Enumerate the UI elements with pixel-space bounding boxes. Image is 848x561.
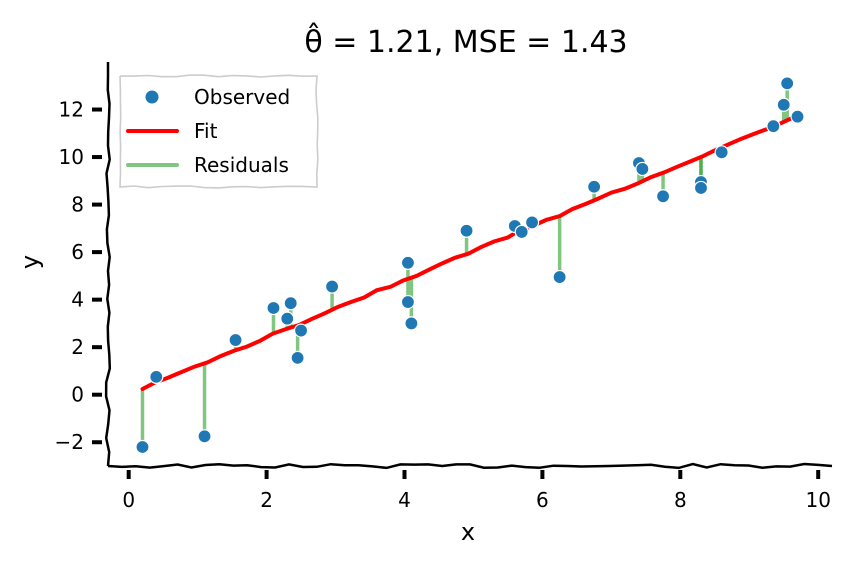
y-tick-label: 0 [71, 383, 84, 407]
observed-point [228, 332, 243, 348]
y-tick-label: 6 [71, 240, 84, 264]
legend-marker-observed [145, 90, 159, 104]
observed-point [280, 311, 295, 326]
x-axis-spine [107, 462, 833, 470]
y-tick-label: −2 [55, 430, 84, 454]
observed-point [283, 296, 298, 311]
x-tick-label: 8 [674, 488, 687, 512]
observed-point [552, 269, 567, 285]
observed-point [524, 215, 540, 230]
y-tick-label: 8 [71, 193, 84, 217]
legend-label: Observed [194, 85, 290, 109]
observed-point [135, 439, 150, 455]
fit-line-group [140, 115, 797, 391]
observed-point [766, 119, 781, 134]
y-tick-label: 4 [71, 288, 84, 312]
chart-title: θ̂ = 1.21, MSE = 1.43 [304, 22, 627, 60]
observed-point [324, 279, 340, 294]
observed-point [290, 350, 305, 365]
x-tick-label: 4 [398, 488, 411, 512]
x-tick-label: 6 [536, 488, 549, 512]
legend-label: Fit [194, 119, 218, 143]
x-tick-label: 0 [122, 488, 135, 512]
observed-point [293, 323, 309, 338]
observed-point [400, 294, 416, 310]
x-tick-label: 2 [260, 488, 273, 512]
observed-point [149, 369, 164, 384]
y-tick-label: 12 [59, 98, 84, 122]
legend-frame [119, 74, 319, 189]
legend: Observed Fit Residuals [119, 74, 319, 189]
observed-point [459, 223, 474, 238]
fit-line [140, 115, 797, 391]
y-axis-ticks: −2 0 2 4 6 8 10 12 [55, 98, 102, 454]
observed-point [780, 76, 795, 91]
observed-point [790, 109, 805, 124]
legend-label: Residuals [194, 153, 289, 177]
observed-point [400, 255, 416, 270]
x-axis-ticks: 0 2 4 6 8 10 [122, 470, 831, 512]
observed-point [776, 97, 791, 112]
observed-point [714, 145, 729, 160]
y-tick-label: 2 [71, 335, 84, 359]
observed-point [635, 161, 650, 177]
x-axis-label: x [461, 518, 475, 546]
observed-point [197, 429, 212, 444]
axes-spines [104, 62, 833, 470]
y-tick-label: 10 [59, 145, 84, 169]
observed-point [693, 180, 709, 196]
y-axis-spine [104, 62, 112, 467]
y-axis-label: y [16, 255, 44, 269]
observed-point [266, 300, 281, 316]
observed-point [514, 224, 529, 240]
observed-point [404, 316, 419, 331]
observed-points [135, 76, 805, 455]
x-tick-label: 10 [805, 488, 830, 512]
observed-point [655, 189, 671, 204]
observed-point [587, 179, 602, 194]
